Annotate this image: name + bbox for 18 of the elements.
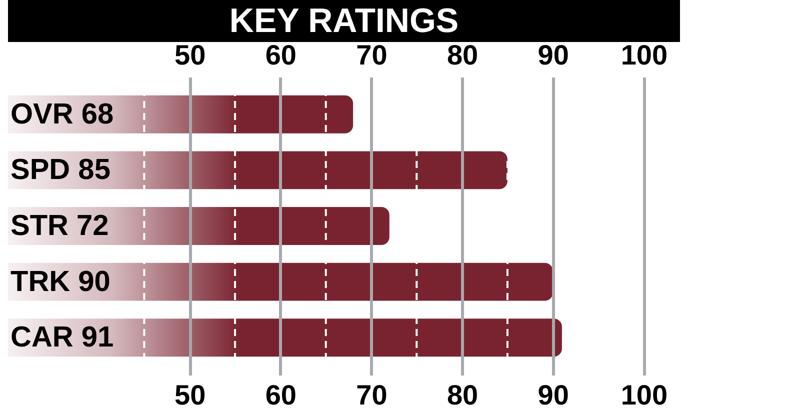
y-tick-label: CAR 91	[10, 322, 114, 354]
y-tick-label: SPD 85	[10, 154, 110, 186]
x2-tick-label: 90	[538, 40, 569, 70]
x-tick-label: 70	[356, 380, 388, 410]
x2-tick-label: 70	[356, 40, 388, 70]
x2-tick-label: 100	[620, 40, 668, 70]
x2-tick-label: 80	[446, 40, 478, 70]
y-tick-label: OVR 68	[10, 98, 114, 130]
x-tick-label: 50	[174, 380, 206, 410]
y-tick-label: TRK 90	[10, 266, 110, 298]
x2-tick-label: 60	[265, 40, 297, 70]
x-tick-label: 90	[538, 380, 569, 410]
x-tick-label: 60	[265, 380, 297, 410]
x2-tick-label: 50	[174, 40, 206, 70]
chart-title: KEY RATINGS	[229, 2, 459, 40]
y-tick-label: STR 72	[10, 210, 109, 242]
x-tick-label: 100	[620, 380, 668, 410]
x-tick-label: 80	[446, 380, 478, 410]
